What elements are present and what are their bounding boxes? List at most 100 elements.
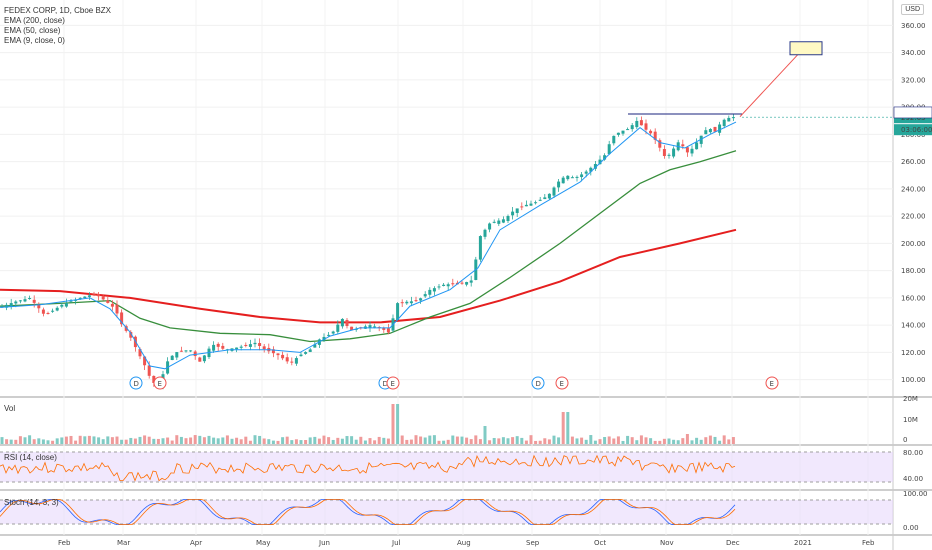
candle-body bbox=[400, 302, 404, 304]
candle-body bbox=[5, 304, 9, 308]
candle-body bbox=[290, 361, 294, 363]
legend-ema200[interactable]: EMA (200, close) bbox=[4, 16, 65, 25]
legend-ema9[interactable]: EMA (9, close, 0) bbox=[4, 36, 65, 45]
candle-body bbox=[239, 346, 243, 348]
volume-bar bbox=[575, 438, 579, 444]
target-box bbox=[789, 41, 823, 56]
volume-bar bbox=[285, 436, 289, 444]
volume-bar bbox=[74, 440, 78, 444]
volume-bar bbox=[414, 435, 418, 444]
candle-body bbox=[570, 177, 574, 179]
candle-body bbox=[658, 140, 662, 148]
event-marker-label: E bbox=[158, 380, 162, 388]
volume-bar bbox=[212, 437, 216, 444]
volume-bar bbox=[708, 435, 712, 444]
volume-bar bbox=[713, 436, 717, 444]
volume-bar bbox=[547, 439, 551, 444]
event-marker bbox=[555, 376, 569, 390]
volume-bar bbox=[442, 440, 446, 444]
chart-legend: FEDEX CORP, 1D, Cboe BZX EMA (200, close… bbox=[4, 6, 111, 46]
candle-body bbox=[708, 128, 712, 133]
candle-body bbox=[304, 352, 308, 354]
volume-bar bbox=[308, 437, 312, 444]
candle-body bbox=[124, 326, 128, 331]
volume-bar bbox=[313, 436, 317, 444]
volume-bar bbox=[621, 440, 625, 444]
volume-bar bbox=[483, 426, 487, 444]
volume-bar bbox=[152, 438, 156, 444]
volume-bar bbox=[110, 437, 114, 444]
volume-bar bbox=[331, 439, 335, 444]
volume-bar bbox=[460, 436, 464, 444]
candle-body bbox=[612, 135, 616, 144]
candle-body bbox=[336, 324, 340, 332]
volume-bar bbox=[681, 438, 685, 444]
volume-bar bbox=[731, 437, 735, 444]
candle-body bbox=[193, 351, 197, 357]
candle-body bbox=[704, 130, 708, 135]
price-tick-label: 160.00 bbox=[901, 294, 926, 302]
candle-body bbox=[681, 144, 685, 147]
candle-body bbox=[649, 130, 653, 134]
candle-body bbox=[713, 126, 717, 132]
rsi-tick-label: 40.00 bbox=[903, 475, 923, 483]
legend-ema50[interactable]: EMA (50, close) bbox=[4, 26, 61, 35]
candle-body bbox=[419, 298, 423, 301]
candle-body bbox=[18, 300, 22, 302]
candle-body bbox=[41, 309, 45, 314]
volume-bar bbox=[143, 435, 147, 444]
candle-body bbox=[492, 221, 496, 223]
currency-badge[interactable]: USD bbox=[901, 4, 924, 15]
candle-body bbox=[699, 135, 703, 144]
candle-body bbox=[520, 206, 524, 208]
volume-bar bbox=[221, 437, 225, 444]
volume-bar bbox=[359, 436, 363, 444]
candle-body bbox=[345, 319, 349, 327]
stoch-label: Stoch (14, 3, 3) bbox=[4, 498, 59, 507]
volume-bar bbox=[644, 437, 648, 444]
volume-bar bbox=[317, 438, 321, 444]
volume-bar bbox=[469, 439, 473, 444]
volume-bar bbox=[244, 436, 248, 444]
candle-body bbox=[722, 119, 726, 127]
candle-body bbox=[469, 280, 473, 283]
volume-bar bbox=[248, 440, 252, 444]
volume-bar bbox=[520, 437, 524, 444]
volume-bar bbox=[368, 438, 372, 444]
volume-bar bbox=[653, 440, 657, 444]
event-marker bbox=[129, 376, 143, 390]
candle-body bbox=[152, 375, 156, 383]
candle-body bbox=[69, 301, 73, 303]
volume-bar bbox=[557, 437, 561, 444]
volume-bar bbox=[83, 436, 87, 444]
volume-bar bbox=[225, 435, 229, 444]
volume-bar bbox=[635, 440, 639, 444]
volume-bar bbox=[120, 439, 124, 444]
volume-bar bbox=[566, 412, 570, 444]
time-tick-label: May bbox=[256, 539, 270, 547]
volume-bar bbox=[497, 438, 501, 444]
volume-bar bbox=[253, 435, 257, 444]
volume-bar bbox=[354, 439, 358, 444]
price-tick-label: 240.00 bbox=[901, 185, 926, 193]
volume-bar bbox=[511, 437, 515, 444]
volume-bar bbox=[690, 440, 694, 444]
volume-bar bbox=[87, 435, 91, 444]
volume-bar bbox=[69, 435, 73, 444]
volume-bar bbox=[382, 437, 386, 444]
volume-bar bbox=[18, 436, 22, 444]
volume-bar bbox=[667, 438, 671, 444]
candle-body bbox=[511, 211, 515, 216]
candle-body bbox=[690, 148, 694, 154]
candle-body bbox=[189, 350, 193, 352]
time-tick-label: Jun bbox=[318, 539, 330, 547]
candle-body bbox=[244, 344, 248, 346]
candle-body bbox=[547, 193, 551, 199]
volume-bar bbox=[524, 440, 528, 444]
volume-bar bbox=[699, 439, 703, 444]
volume-bar bbox=[488, 440, 492, 444]
candle-body bbox=[120, 312, 124, 325]
volume-bar bbox=[23, 437, 27, 444]
volume-bar bbox=[216, 438, 220, 444]
